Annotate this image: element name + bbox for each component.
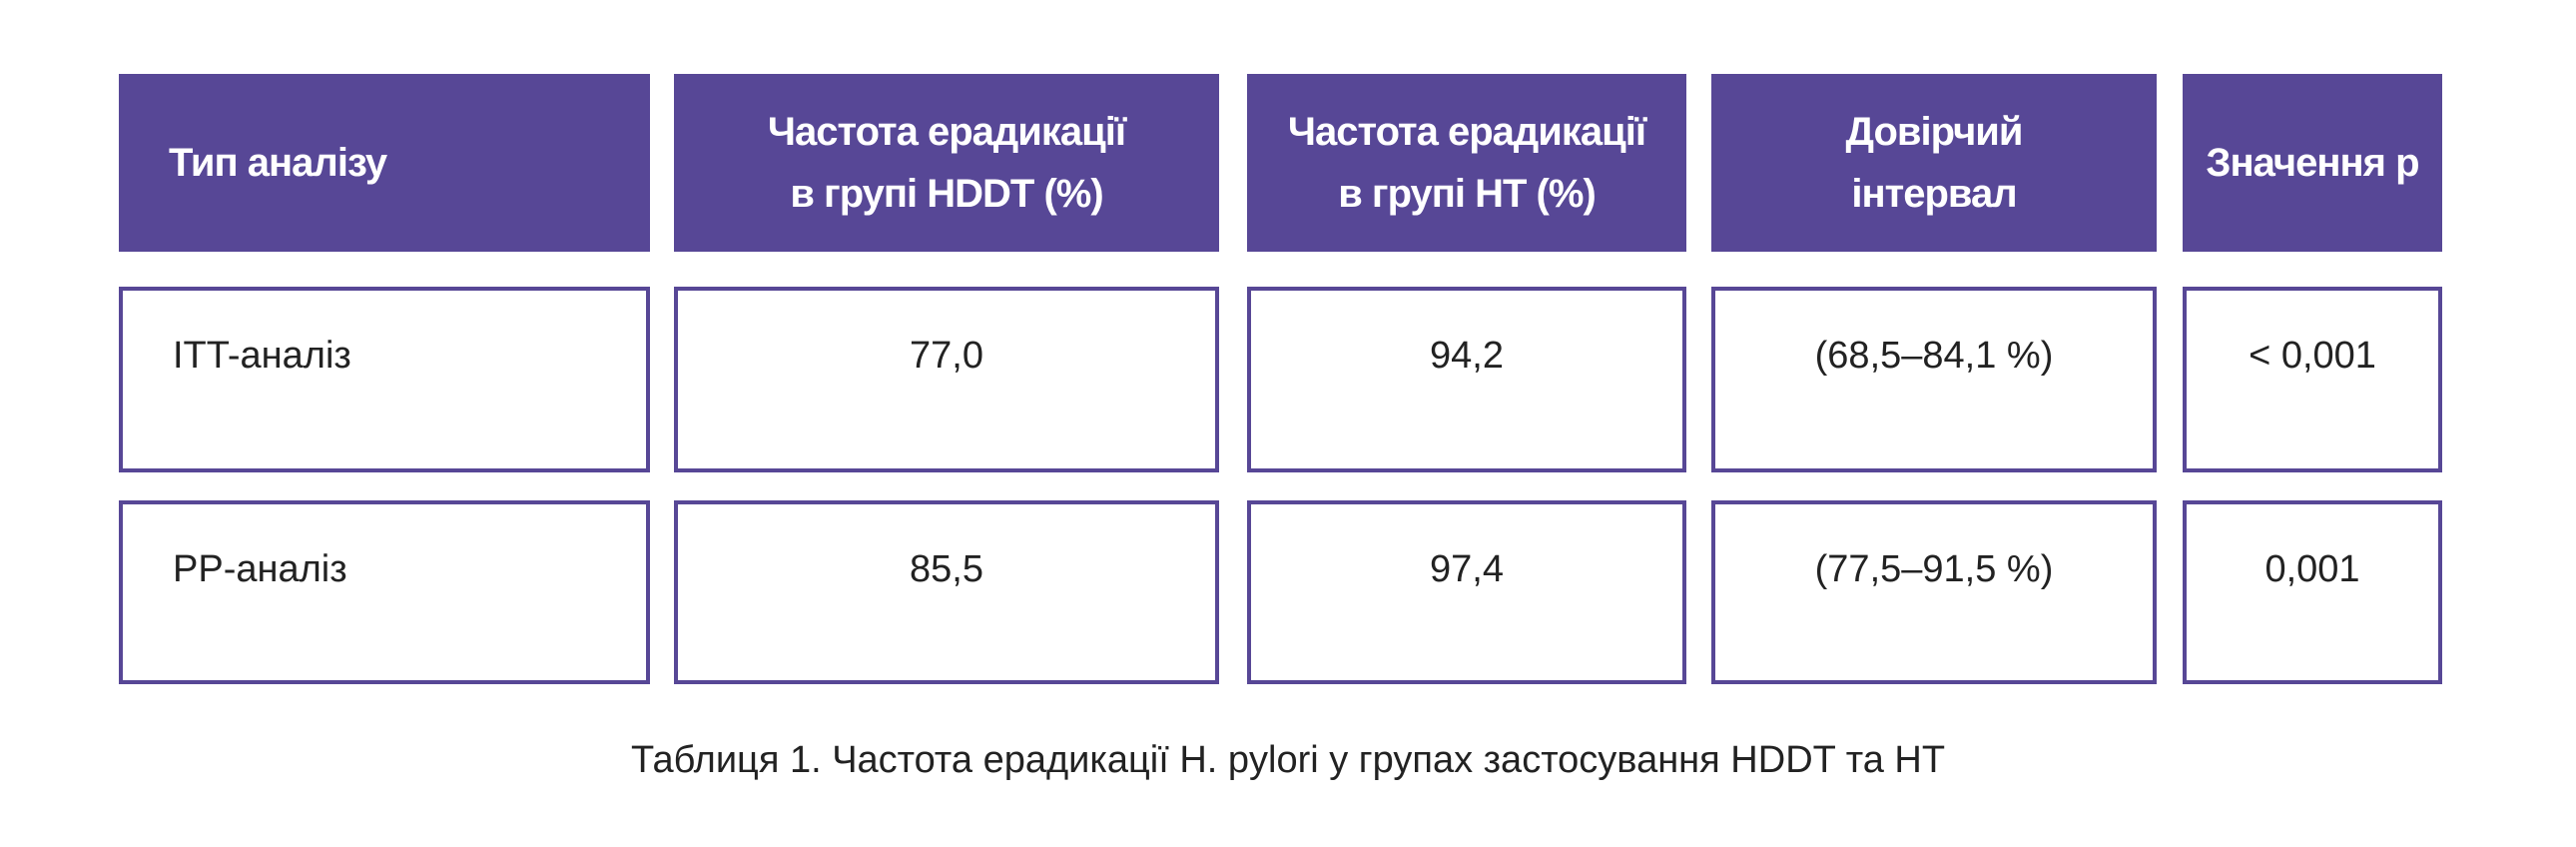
cell-text: 94,2 bbox=[1430, 335, 1504, 377]
header-label: Значення p bbox=[2206, 141, 2419, 185]
table-caption: Таблиця 1. Частота ерадикації H. pylori … bbox=[630, 739, 1946, 781]
header-p-value: Значення p bbox=[2183, 74, 2442, 252]
header-analysis-type: Тип аналізу bbox=[119, 74, 650, 252]
header-confidence-interval: Довірчий інтервал bbox=[1711, 74, 2157, 252]
table-cell: PP-аналіз bbox=[119, 500, 650, 684]
table-cell: (77,5–91,5 %) bbox=[1711, 500, 2157, 684]
cell-text: (77,5–91,5 %) bbox=[1814, 548, 2054, 590]
table-cell: (68,5–84,1 %) bbox=[1711, 287, 2157, 472]
cell-text: ITT-аналіз bbox=[173, 335, 351, 377]
table-cell: 85,5 bbox=[674, 500, 1219, 684]
header-label: Частота ерадикації в групі HDDT (%) bbox=[767, 110, 1126, 216]
cell-text: 77,0 bbox=[910, 335, 983, 377]
table-cell: 97,4 bbox=[1247, 500, 1686, 684]
header-hddt-rate: Частота ерадикації в групі HDDT (%) bbox=[674, 74, 1219, 252]
header-label: Частота ерадикації в групі HT (%) bbox=[1287, 110, 1646, 216]
table-cell: 77,0 bbox=[674, 287, 1219, 472]
table-cell: ITT-аналіз bbox=[119, 287, 650, 472]
header-ht-rate: Частота ерадикації в групі HT (%) bbox=[1247, 74, 1686, 252]
cell-text: PP-аналіз bbox=[173, 548, 347, 590]
table-cell: < 0,001 bbox=[2183, 287, 2442, 472]
cell-text: (68,5–84,1 %) bbox=[1814, 335, 2054, 377]
table-cell: 0,001 bbox=[2183, 500, 2442, 684]
cell-text: 0,001 bbox=[2264, 548, 2360, 590]
header-label: Тип аналізу bbox=[169, 141, 387, 185]
table-cell: 94,2 bbox=[1247, 287, 1686, 472]
cell-text: < 0,001 bbox=[2249, 335, 2376, 377]
header-label: Довірчий інтервал bbox=[1845, 110, 2024, 216]
cell-text: 97,4 bbox=[1430, 548, 1504, 590]
cell-text: 85,5 bbox=[910, 548, 983, 590]
